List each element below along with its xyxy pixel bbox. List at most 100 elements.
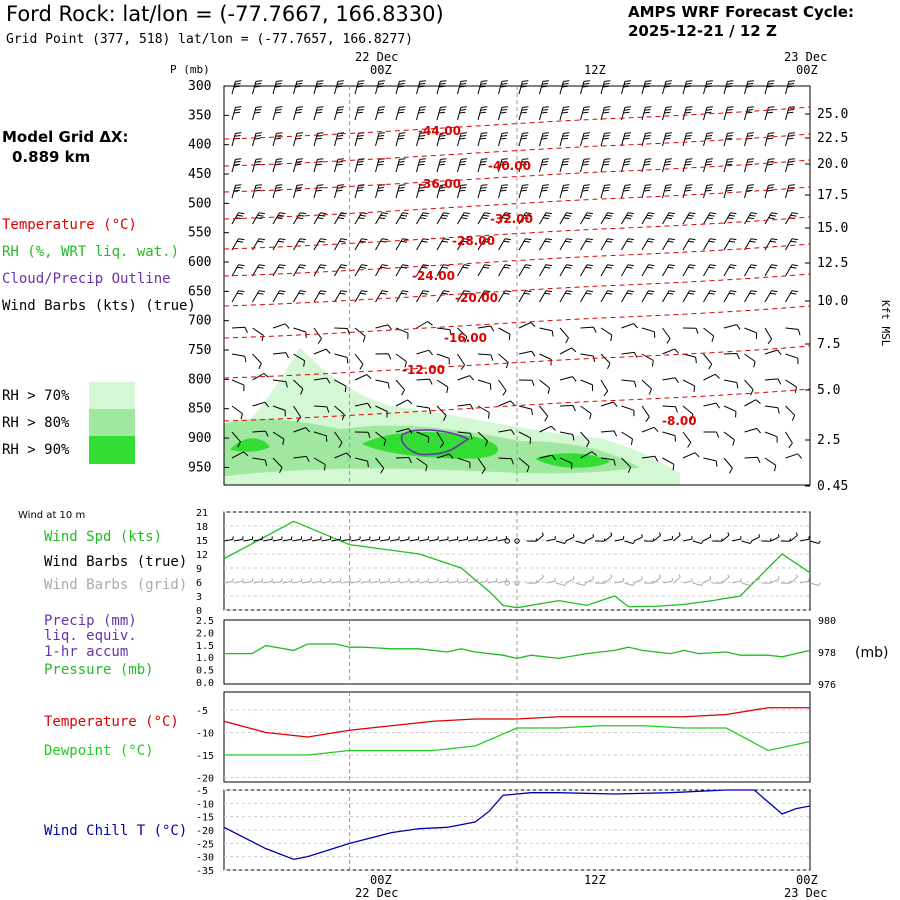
wind-barb <box>518 212 532 225</box>
wind-barb <box>518 132 529 147</box>
wind-barb <box>252 290 265 303</box>
wind-barb <box>780 580 792 584</box>
wind-barb <box>354 106 365 121</box>
wind-barb <box>539 454 557 461</box>
temp-tick-label: -10 <box>196 729 214 740</box>
wind-barb <box>600 290 614 303</box>
wind-barb <box>580 353 596 363</box>
wind-barb <box>703 402 721 409</box>
kft-tick-label: 10.0 <box>817 294 848 309</box>
wind-barb <box>302 536 312 542</box>
wind-barb <box>682 184 693 199</box>
wind-barb <box>600 430 618 437</box>
wind-barb <box>600 457 616 466</box>
wind-barb <box>580 379 594 391</box>
wind-barb <box>272 323 290 329</box>
wind-barb <box>641 106 652 121</box>
wind-barb <box>354 374 372 381</box>
wind-barb <box>313 212 327 225</box>
wind-barb <box>498 184 508 199</box>
wind-barb <box>272 80 283 95</box>
kft-tick-label: 7.5 <box>817 337 840 352</box>
wind-barb <box>641 158 652 173</box>
wind-barb <box>785 132 795 147</box>
wind-barb <box>621 290 634 303</box>
wind-barb <box>231 405 243 420</box>
wind-barb <box>723 353 740 360</box>
wind-barb <box>375 353 392 360</box>
wind-barb <box>559 347 577 355</box>
wind-barb <box>641 353 654 367</box>
wind-barb <box>341 578 351 584</box>
wind-barb <box>313 184 324 199</box>
wind-barb <box>621 379 637 388</box>
wind-barb <box>311 578 322 584</box>
wind-barb <box>429 536 439 542</box>
wind-barb <box>458 536 469 542</box>
wind-barb <box>354 431 371 438</box>
kft-axis-label: Kft MSL <box>879 300 892 347</box>
wind-barb <box>682 80 693 95</box>
page-title: Ford Rock: lat/lon = (-77.7667, 166.8330… <box>6 2 444 26</box>
wind-barb <box>395 457 412 464</box>
wind-barb <box>231 238 245 251</box>
wind-barb <box>313 238 327 251</box>
wind-barb <box>395 238 409 251</box>
legend-rh90: RH > 90% <box>2 442 70 458</box>
wind-barb <box>395 327 409 340</box>
wind-barb <box>539 80 549 95</box>
wind-barb <box>375 106 385 121</box>
wind-barb <box>744 327 758 339</box>
wind-barb <box>354 353 364 370</box>
wind-barb <box>457 264 470 277</box>
wind-barb <box>641 80 652 95</box>
wind-barb <box>721 574 730 584</box>
wind-barb <box>633 534 643 542</box>
wind-barb <box>633 576 643 584</box>
wind-barb <box>539 425 556 433</box>
wind-barb <box>380 578 390 584</box>
wind-barb <box>662 405 678 413</box>
wind-barb <box>539 405 549 422</box>
wind-barb <box>436 106 447 121</box>
wind-barb <box>498 327 511 341</box>
wind-barb <box>375 324 393 331</box>
isotherm-label: -28.00 <box>452 234 495 248</box>
wind-barb <box>721 532 730 542</box>
pressure-tick-label: 700 <box>188 314 211 329</box>
wind-barb <box>334 264 347 277</box>
wind-barb <box>350 578 361 584</box>
wind-barb <box>252 158 262 173</box>
wind-barb <box>580 238 593 251</box>
wind-barb <box>621 184 631 199</box>
wind-barb <box>785 290 798 303</box>
wind-barb <box>580 80 590 95</box>
wind-barb <box>761 538 772 542</box>
wind-barb <box>231 264 245 277</box>
wind-barb <box>477 578 488 584</box>
wind-barb <box>457 238 470 251</box>
wind-barb <box>600 353 611 370</box>
kft-tick-label: 0.45 <box>817 479 848 494</box>
isotherm-label: -24.00 <box>412 269 455 283</box>
wind-barb <box>621 457 632 473</box>
wind-barb <box>565 576 575 584</box>
wind-barb <box>293 158 303 173</box>
wind-barb <box>600 132 611 147</box>
wind-barb <box>703 373 720 381</box>
precip-tick-label: 2.0 <box>196 628 214 639</box>
windchill-series <box>223 789 811 861</box>
wind-barb <box>546 578 556 584</box>
wind-barb <box>764 132 775 147</box>
wind-barb <box>272 457 283 474</box>
wind-barb <box>604 532 613 542</box>
pressure-tick-label: 350 <box>188 108 211 123</box>
wind-barb <box>539 212 552 225</box>
temp-tick-label: -5 <box>196 706 208 717</box>
wind-barb <box>477 405 490 419</box>
wind-speed-tick-label: 9 <box>196 564 202 575</box>
isotherm-label: -44.00 <box>418 124 461 138</box>
wind-barb <box>380 536 390 542</box>
isotherm <box>223 243 811 277</box>
gridpoint-label: Grid Point (377, 518) lat/lon = (-77.765… <box>6 32 413 47</box>
